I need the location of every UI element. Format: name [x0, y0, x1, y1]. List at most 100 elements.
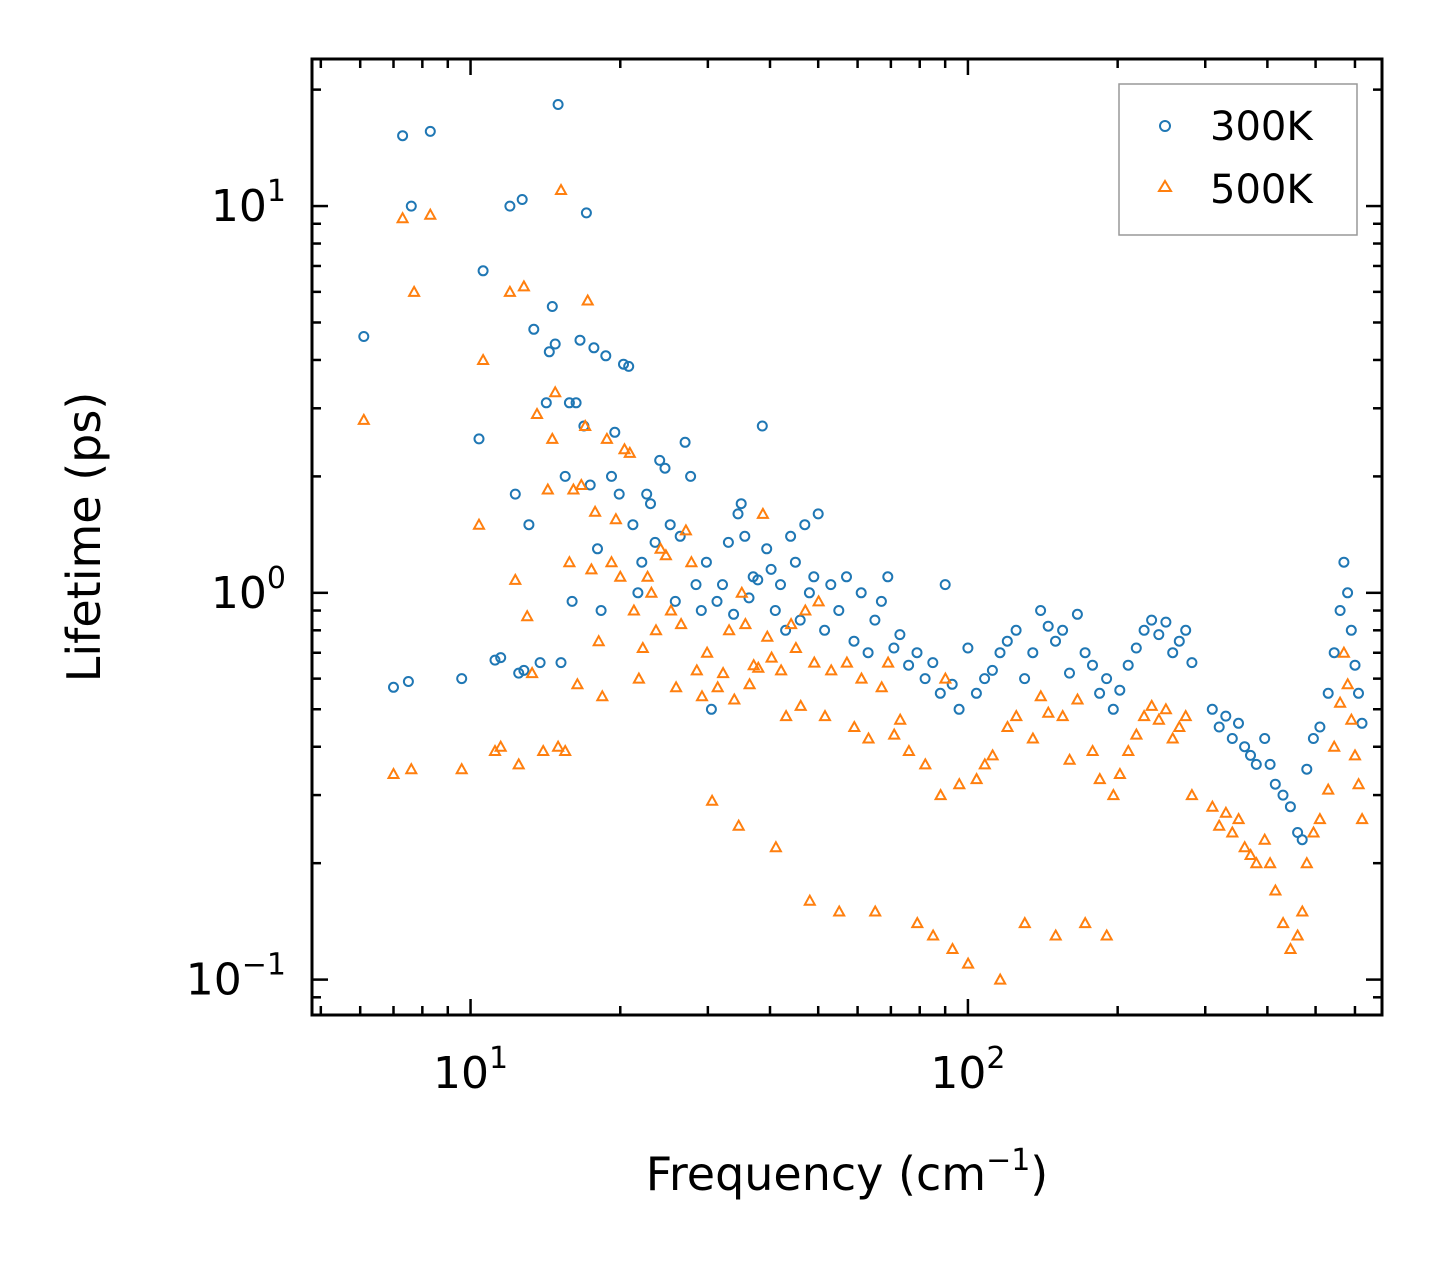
point-500K-135 — [1225, 825, 1239, 838]
point-500K-10 — [494, 739, 508, 752]
point-500K-30 — [581, 293, 595, 306]
point-500K-144 — [1283, 941, 1298, 954]
point-300K-1 — [388, 681, 399, 693]
point-500K-64 — [738, 617, 753, 630]
point-500K-132 — [1205, 799, 1220, 812]
point-300K-20 — [543, 346, 555, 358]
legend-label-300K: 300K — [1210, 104, 1314, 150]
point-300K-9 — [489, 654, 501, 666]
point-500K-97 — [933, 788, 948, 801]
point-300K-66 — [743, 592, 755, 604]
point-300K-130 — [1173, 635, 1185, 647]
point-300K-80 — [808, 571, 820, 583]
point-300K-143 — [1269, 778, 1281, 790]
point-500K-82 — [824, 663, 838, 676]
legend: 300K 500K — [1118, 83, 1358, 236]
x-tick-label-0: 101 — [433, 1041, 508, 1099]
point-300K-18 — [534, 657, 546, 669]
point-300K-132 — [1186, 657, 1198, 669]
point-300K-115 — [1064, 667, 1075, 679]
point-300K-116 — [1071, 608, 1083, 620]
point-500K-111 — [1041, 705, 1055, 718]
point-500K-114 — [1062, 752, 1077, 765]
legend-marker-300K — [1159, 120, 1171, 132]
point-500K-71 — [769, 840, 783, 853]
point-300K-103 — [970, 687, 982, 699]
point-500K-1 — [386, 766, 401, 779]
point-300K-12 — [509, 488, 521, 500]
point-500K-150 — [1321, 782, 1335, 795]
point-300K-110 — [1027, 647, 1039, 659]
point-300K-51 — [669, 595, 681, 607]
point-300K-121 — [1107, 703, 1119, 715]
point-300K-101 — [953, 703, 965, 715]
point-300K-69 — [756, 420, 768, 432]
point-500K-101 — [961, 956, 975, 969]
x-tick-label-1: 102 — [930, 1041, 1005, 1099]
point-500K-153 — [1337, 645, 1351, 658]
point-500K-110 — [1034, 689, 1048, 702]
scatter-points — [357, 99, 1369, 985]
point-300K-36 — [600, 350, 612, 362]
point-300K-57 — [700, 556, 712, 568]
point-500K-28 — [574, 477, 588, 490]
point-500K-87 — [861, 731, 876, 744]
point-500K-25 — [562, 555, 577, 568]
plot-frame — [310, 57, 1384, 1017]
point-300K-55 — [690, 579, 702, 591]
point-300K-32 — [584, 479, 596, 491]
point-300K-43 — [632, 587, 644, 599]
point-500K-34 — [595, 689, 609, 702]
point-300K-24 — [555, 657, 567, 669]
point-500K-76 — [794, 698, 808, 711]
point-500K-52 — [679, 523, 693, 536]
point-300K-154 — [1338, 556, 1350, 568]
point-300K-78 — [799, 519, 811, 531]
point-500K-157 — [1351, 777, 1366, 790]
point-300K-94 — [903, 659, 915, 671]
point-300K-37 — [606, 470, 617, 482]
point-300K-109 — [1019, 673, 1031, 685]
point-500K-122 — [1121, 743, 1135, 756]
point-300K-102 — [962, 642, 974, 654]
point-500K-106 — [1000, 719, 1015, 732]
point-300K-93 — [894, 629, 906, 641]
point-500K-103 — [978, 757, 992, 770]
point-300K-138 — [1239, 741, 1251, 753]
point-500K-50 — [669, 680, 683, 693]
point-500K-91 — [887, 727, 901, 740]
point-300K-4 — [405, 200, 417, 212]
point-500K-75 — [789, 640, 803, 653]
point-300K-79 — [803, 587, 815, 599]
point-300K-133 — [1206, 703, 1218, 715]
point-300K-11 — [504, 200, 516, 212]
point-500K-77 — [798, 603, 812, 616]
point-300K-128 — [1160, 616, 1172, 628]
point-300K-75 — [785, 530, 797, 542]
point-500K-38 — [613, 569, 627, 582]
point-500K-131 — [1185, 788, 1199, 801]
point-300K-104 — [979, 673, 991, 685]
point-500K-152 — [1333, 695, 1347, 708]
point-500K-112 — [1049, 928, 1063, 941]
point-500K-158 — [1355, 812, 1369, 825]
point-300K-137 — [1233, 717, 1244, 729]
point-500K-146 — [1295, 904, 1309, 917]
point-300K-82 — [819, 624, 831, 636]
point-300K-50 — [664, 519, 676, 531]
point-300K-15 — [518, 664, 530, 676]
point-500K-21 — [548, 385, 562, 398]
point-300K-124 — [1130, 642, 1142, 654]
point-300K-38 — [609, 426, 621, 438]
point-500K-98 — [938, 671, 953, 684]
point-300K-118 — [1087, 659, 1098, 671]
point-500K-15 — [520, 609, 534, 622]
point-300K-140 — [1250, 758, 1262, 770]
point-500K-5 — [423, 207, 437, 220]
point-300K-19 — [540, 397, 552, 409]
point-500K-57 — [705, 793, 719, 806]
point-300K-23 — [552, 99, 564, 110]
point-300K-96 — [919, 673, 931, 685]
y-tick-label-2: 101 — [211, 174, 286, 232]
point-500K-47 — [653, 541, 668, 554]
